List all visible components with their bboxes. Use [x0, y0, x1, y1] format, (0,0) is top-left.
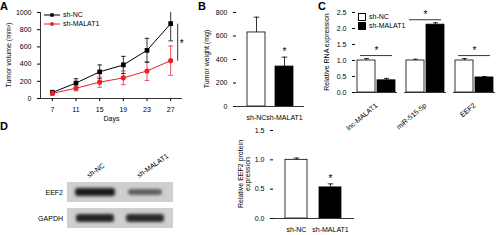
svg-text:sh-NC: sh-NC	[287, 226, 307, 233]
svg-text:sh-NC: sh-NC	[247, 114, 267, 121]
html-text:sh-NC: sh-NC	[369, 13, 389, 20]
svg-text:600: 600	[20, 43, 32, 50]
html-text:Relative EEF2 protein expressi: Relative EEF2 protein expression	[236, 140, 251, 208]
svg-text:EEF2: EEF2	[459, 102, 477, 119]
svg-text:15: 15	[96, 106, 104, 113]
svg-text:*: *	[473, 45, 477, 56]
svg-text:*: *	[283, 46, 287, 57]
svg-text:800: 800	[216, 9, 228, 16]
svg-text:2.0: 2.0	[337, 25, 347, 32]
svg-text:200: 200	[216, 79, 228, 86]
svg-text:27: 27	[167, 106, 175, 113]
svg-text:400: 400	[216, 56, 228, 63]
svg-text:800: 800	[20, 26, 32, 33]
svg-text:*: *	[375, 45, 379, 56]
svg-text:sh-MALAT1: sh-MALAT1	[136, 152, 170, 179]
html-text:C: C	[318, 0, 326, 12]
svg-text:*: *	[329, 173, 333, 184]
svg-text:1.5: 1.5	[255, 127, 265, 134]
html-text:B: B	[198, 0, 206, 12]
svg-text:0.0: 0.0	[337, 89, 347, 96]
html-text:D: D	[0, 120, 8, 132]
html-text:sh-MALAT1: sh-MALAT1	[369, 22, 406, 29]
svg-text:23: 23	[143, 106, 151, 113]
svg-text:200: 200	[20, 78, 32, 85]
svg-text:0.5: 0.5	[255, 185, 265, 192]
svg-text:0: 0	[28, 95, 32, 102]
svg-text:0.0: 0.0	[255, 215, 265, 222]
svg-text:Days: Days	[104, 115, 120, 123]
svg-text:1.0: 1.0	[337, 57, 347, 64]
svg-text:sh-MALAT1: sh-MALAT1	[312, 226, 349, 233]
svg-text:lnc-MALAT1: lnc-MALAT1	[345, 102, 379, 132]
html-text:sh-MALAT1: sh-MALAT1	[63, 20, 100, 27]
html-text:sh-NC: sh-NC	[63, 11, 83, 18]
svg-text:11: 11	[72, 106, 79, 113]
svg-text:sh-MALAT1: sh-MALAT1	[266, 114, 303, 121]
svg-text:sh-NC: sh-NC	[86, 162, 106, 179]
svg-text:2.5: 2.5	[337, 9, 347, 16]
html-text:Tumor volume (mm³): Tumor volume (mm³)	[5, 22, 13, 88]
svg-text:0: 0	[224, 103, 228, 110]
svg-text:GAPDH: GAPDH	[38, 215, 63, 222]
svg-text:0.5: 0.5	[337, 73, 347, 80]
svg-text:400: 400	[20, 60, 32, 67]
svg-text:EEF2: EEF2	[45, 189, 63, 196]
svg-text:*: *	[180, 38, 184, 49]
svg-text:19: 19	[119, 106, 127, 113]
html-text:A: A	[0, 0, 8, 12]
svg-text:1000: 1000	[16, 9, 32, 16]
svg-text:1.0: 1.0	[255, 156, 265, 163]
html-text:Tumor weight (mg): Tumor weight (mg)	[203, 29, 211, 89]
svg-text:7: 7	[50, 106, 54, 113]
svg-text:1.5: 1.5	[337, 41, 347, 48]
html-text:Relative RNA expression: Relative RNA expression	[323, 13, 331, 91]
svg-text:miR-515-5p: miR-515-5p	[395, 102, 428, 132]
svg-text:*: *	[424, 9, 428, 20]
svg-text:600: 600	[216, 32, 228, 39]
